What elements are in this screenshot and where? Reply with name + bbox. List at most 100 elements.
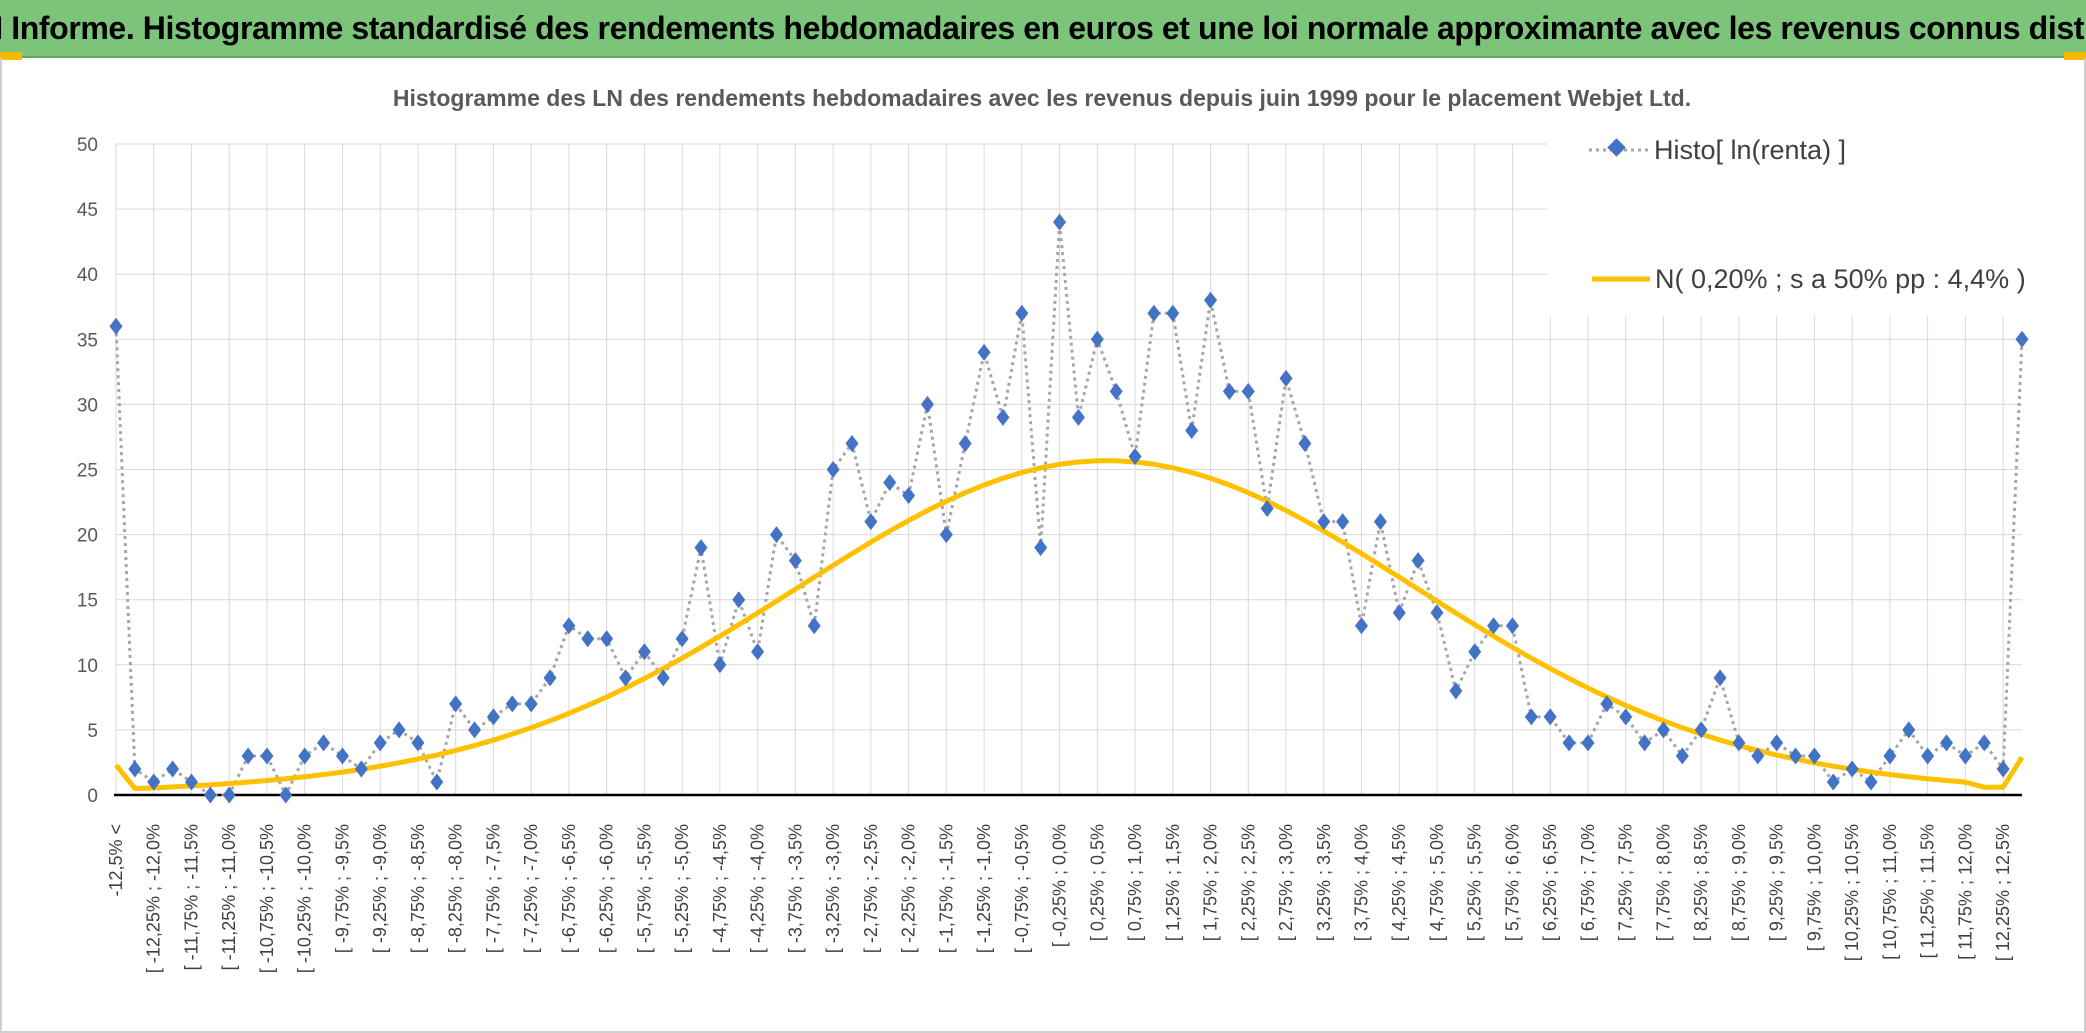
histo-point	[1845, 760, 1859, 778]
x-tick-label: [ -7,25% ; -7,0%	[521, 824, 541, 953]
histo-point	[468, 721, 482, 739]
histo-point	[1751, 747, 1765, 765]
report-banner: ADAM Informe. Histogramme standardisé de…	[0, 0, 2086, 58]
x-tick-label: [ 9,75% ; 10,0%	[1804, 824, 1824, 951]
histo-point	[1071, 408, 1085, 426]
histo-point	[864, 513, 878, 531]
histo-point	[279, 786, 293, 804]
y-tick-label: 10	[77, 656, 98, 677]
histo-point	[1524, 708, 1538, 726]
histo-point	[920, 395, 934, 413]
x-tick-label: [ 2,75% ; 3,0%	[1276, 824, 1296, 941]
histo-point	[883, 474, 897, 492]
x-tick-label: [ 9,25% ; 9,5%	[1767, 824, 1787, 941]
x-tick-label: [ -6,25% ; -6,0%	[597, 824, 617, 953]
histo-point	[486, 708, 500, 726]
x-tick-label: [ 8,75% ; 9,0%	[1729, 824, 1749, 941]
y-tick-label: 0	[87, 786, 98, 807]
legend: Histo[ ln(renta) ] N( 0,20% ; s a 50% pp…	[1547, 120, 2037, 316]
banner-corner-left	[0, 52, 22, 60]
histo-point	[317, 734, 331, 752]
histo-point	[1581, 734, 1595, 752]
x-tick-label: [ -2,75% ; -2,5%	[861, 824, 881, 953]
histo-point	[1034, 539, 1048, 557]
x-tick-label: [ -11,25% ; -11,0%	[219, 824, 239, 970]
x-tick-label: [ 7,75% ; 8,0%	[1653, 824, 1673, 941]
histo-point	[1977, 734, 1991, 752]
histo-point	[845, 434, 859, 452]
x-tick-label: [ 1,75% ; 2,0%	[1201, 824, 1221, 941]
histo-point	[1996, 760, 2010, 778]
histo-point	[788, 552, 802, 570]
x-tick-label: [ 11,75% ; 12,0%	[1955, 824, 1975, 960]
histo-point	[166, 760, 180, 778]
histo-point	[411, 734, 425, 752]
y-tick-label: 50	[77, 135, 98, 156]
histo-point	[1128, 447, 1142, 465]
histo-point	[2015, 330, 2029, 348]
x-tick-label: [ -10,75% ; -10,5%	[257, 824, 277, 973]
histo-point	[1015, 304, 1029, 322]
x-tick-label: [ 1,25% ; 1,5%	[1163, 824, 1183, 941]
x-tick-label: [ -4,75% ; -4,5%	[710, 824, 730, 953]
x-tick-label: [ -2,25% ; -2,0%	[899, 824, 919, 953]
histo-point	[109, 317, 123, 335]
histo-point	[1147, 304, 1161, 322]
x-tick-label: [ 0,75% ; 1,0%	[1125, 824, 1145, 941]
histo-point	[1430, 604, 1444, 622]
histo-point	[902, 487, 916, 505]
x-tick-label: [ 4,25% ; 4,5%	[1389, 824, 1409, 941]
x-tick-label: [ -4,25% ; -4,0%	[748, 824, 768, 953]
histo-point	[1449, 682, 1463, 700]
histo-point	[1298, 434, 1312, 452]
histo-point	[505, 695, 519, 713]
x-tick-label: [ -7,75% ; -7,5%	[483, 824, 503, 953]
x-tick-label: [ -5,25% ; -5,0%	[672, 824, 692, 953]
histo-point	[1468, 643, 1482, 661]
legend-normal-label: N( 0,20% ; s a 50% pp : 4,4% )	[1655, 264, 2026, 294]
histo-point	[1694, 721, 1708, 739]
y-axis-ticks: 0 5 10 15 20 25 30 35 40 45 50	[77, 135, 98, 807]
histo-point	[1053, 213, 1067, 231]
histo-point	[751, 643, 765, 661]
x-tick-label: [ -3,25% ; -3,0%	[823, 824, 843, 953]
y-tick-label: 30	[77, 395, 98, 416]
gridlines	[115, 143, 2022, 795]
x-tick-label: [ 6,25% ; 6,5%	[1540, 824, 1560, 941]
x-tick-label: [ -3,75% ; -3,5%	[785, 824, 805, 953]
histo-point	[807, 617, 821, 635]
y-tick-label: 35	[77, 330, 98, 351]
x-tick-label: [ 6,75% ; 7,0%	[1578, 824, 1598, 941]
histo-point	[1789, 747, 1803, 765]
histo-point	[958, 434, 972, 452]
histo-point	[977, 343, 991, 361]
x-tick-label: [ 7,25% ; 7,5%	[1616, 824, 1636, 941]
histo-point	[524, 695, 538, 713]
histo-point	[1090, 330, 1104, 348]
histo-point	[354, 760, 368, 778]
x-tick-label: [ -6,75% ; -6,5%	[559, 824, 579, 953]
histo-point	[543, 669, 557, 687]
histo-point	[1222, 382, 1236, 400]
histo-point	[1505, 617, 1519, 635]
histo-point	[619, 669, 633, 687]
y-tick-label: 15	[77, 591, 98, 612]
histo-point	[260, 747, 274, 765]
y-tick-label: 25	[77, 461, 98, 482]
x-tick-label: [ -10,25% ; -10,0%	[295, 824, 315, 973]
x-tick-label: [ 4,75% ; 5,0%	[1427, 824, 1447, 941]
x-tick-label: [ 3,75% ; 4,0%	[1352, 824, 1372, 941]
x-tick-label: [ 0,25% ; 0,5%	[1087, 824, 1107, 941]
histo-point	[1543, 708, 1557, 726]
histo-point	[732, 591, 746, 609]
histo-point	[1732, 734, 1746, 752]
histo-point	[184, 773, 198, 791]
histo-point	[600, 630, 614, 648]
histo-point	[1713, 669, 1727, 687]
x-tick-label: [ -0,25% ; 0,0%	[1050, 824, 1070, 947]
histo-point	[1487, 617, 1501, 635]
histo-point	[1958, 747, 1972, 765]
histo-point	[1392, 604, 1406, 622]
x-tick-label: [ 5,25% ; 5,5%	[1465, 824, 1485, 941]
x-tick-label: [ -11,75% ; -11,5%	[181, 824, 201, 970]
